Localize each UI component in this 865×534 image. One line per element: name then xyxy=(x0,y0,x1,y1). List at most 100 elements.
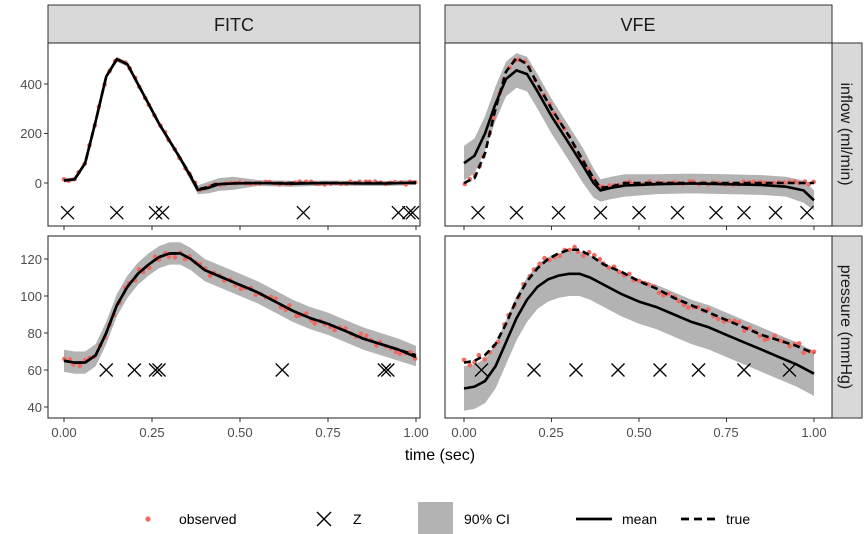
x-tick-label: 0.25 xyxy=(538,425,563,440)
z-marker-stroke xyxy=(768,205,783,220)
observed-point xyxy=(287,303,292,308)
legend-item-z: Z xyxy=(316,511,362,527)
panel-border xyxy=(47,235,421,419)
z-marker xyxy=(509,205,524,220)
z-marker-stroke xyxy=(593,205,608,220)
z-marker xyxy=(152,363,166,377)
z-marker xyxy=(402,205,416,220)
z-marker xyxy=(60,205,75,220)
z-marker xyxy=(709,205,723,220)
z-marker-stroke xyxy=(527,363,541,377)
z-marker-stroke xyxy=(109,205,124,220)
observed-point xyxy=(747,325,752,331)
observed-point xyxy=(556,118,562,124)
z-marker xyxy=(551,205,566,220)
observed-point xyxy=(772,333,777,339)
z-marker xyxy=(148,363,163,377)
observed-point xyxy=(572,244,577,250)
legend-label-mean: mean xyxy=(622,511,657,527)
panel-background xyxy=(48,43,420,226)
x-tick-label: 0.50 xyxy=(626,425,651,440)
z-marker xyxy=(782,363,797,377)
z-marker-stroke xyxy=(99,363,114,377)
z-marker xyxy=(527,363,541,377)
x-tick-label: 1.00 xyxy=(403,425,428,440)
observed-point xyxy=(742,328,747,334)
observed-point xyxy=(547,257,552,263)
z-marker-stroke xyxy=(471,205,485,220)
observed-point xyxy=(616,269,622,275)
z-marker-stroke xyxy=(402,205,416,220)
z-marker-stroke xyxy=(152,363,166,377)
x-tick-label: 0.75 xyxy=(315,425,340,440)
legend-label-true: true xyxy=(726,511,750,527)
observed-point xyxy=(393,349,399,355)
observed-point xyxy=(686,305,691,310)
observed-point xyxy=(606,265,612,270)
observed-point xyxy=(147,265,152,271)
observed-point xyxy=(364,333,369,339)
z-marker xyxy=(653,363,667,377)
legend-key-observed xyxy=(145,516,151,522)
z-marker-stroke xyxy=(670,205,685,220)
z-marker-stroke xyxy=(709,205,723,220)
observed-point xyxy=(253,292,258,298)
legend-key-ci xyxy=(418,502,453,534)
z-marker xyxy=(737,363,751,377)
mean-line xyxy=(63,252,417,364)
z-marker xyxy=(768,205,783,220)
z-marker xyxy=(800,205,814,220)
legend-item-true: true xyxy=(681,511,750,527)
observed-point xyxy=(312,321,318,326)
observed-point xyxy=(627,271,632,277)
panel-fitc-pressure xyxy=(44,235,421,422)
z-marker-stroke xyxy=(275,363,290,377)
z-marker xyxy=(391,205,406,220)
z-marker-stroke xyxy=(509,205,524,220)
legend-label-observed: observed xyxy=(179,511,237,527)
z-marker-stroke xyxy=(800,205,814,220)
x-tick-label: 0.50 xyxy=(227,425,252,440)
legend: observed Z 90% CI mean true xyxy=(145,502,750,534)
observed-point xyxy=(476,352,482,358)
legend-item-mean: mean xyxy=(576,511,657,527)
observed-point xyxy=(207,273,213,278)
ci-band xyxy=(464,251,814,411)
observed-point xyxy=(172,255,178,260)
x-tick-label: 1.00 xyxy=(801,425,826,440)
observed-point xyxy=(332,327,337,333)
observed-point xyxy=(636,278,642,284)
observed-point xyxy=(166,254,172,260)
observed-point xyxy=(801,350,806,356)
observed-point xyxy=(757,333,763,339)
z-marker xyxy=(593,205,608,220)
y-tick-label: 200 xyxy=(20,126,42,141)
observed-point xyxy=(771,180,777,186)
z-marker-stroke xyxy=(148,205,163,220)
observed-point xyxy=(557,253,563,258)
x-tick-label: 0.75 xyxy=(713,425,738,440)
z-marker xyxy=(471,205,485,220)
observed-point xyxy=(461,357,467,363)
z-marker-stroke xyxy=(737,205,751,220)
y-tick-label: 60 xyxy=(28,363,42,378)
z-marker-stroke xyxy=(127,363,142,377)
strip-label-fitc: FITC xyxy=(214,15,254,35)
legend-item-ci: 90% CI xyxy=(418,502,510,534)
observed-point xyxy=(358,331,364,337)
observed-point xyxy=(666,291,671,297)
y-axis-inflow: 0 200 400 xyxy=(20,77,42,191)
z-marker xyxy=(611,363,625,377)
mean-line xyxy=(463,68,815,202)
panel-vfe-pressure xyxy=(444,235,833,422)
z-marker xyxy=(127,363,142,377)
panel-border xyxy=(47,42,421,227)
z-marker xyxy=(148,205,163,220)
observed-point xyxy=(482,357,487,362)
z-marker-stroke xyxy=(148,363,163,377)
panel-border xyxy=(444,42,833,227)
observed-point xyxy=(537,261,542,267)
panel-fitc-inflow xyxy=(44,42,421,230)
observed-point xyxy=(811,349,817,355)
z-marker xyxy=(737,205,751,220)
